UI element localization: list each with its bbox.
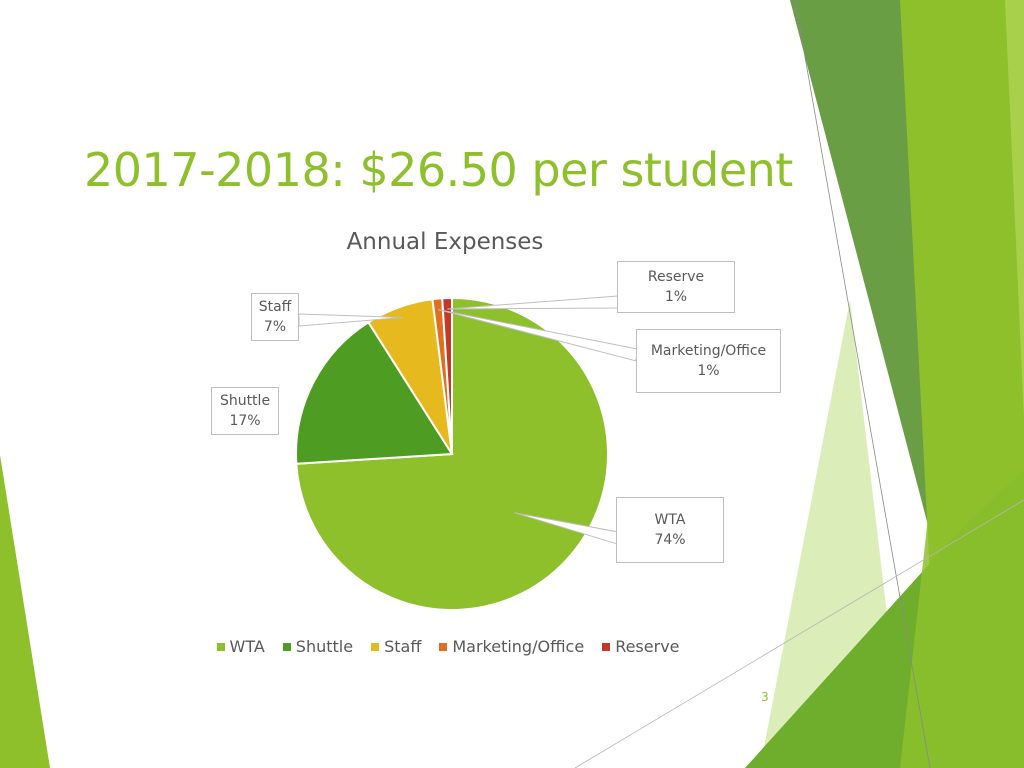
data-label-staff: Staff 7% [251, 293, 299, 341]
pie-slices [295, 296, 609, 611]
data-label-shuttle-value: 17% [229, 413, 261, 429]
legend-item-marketing-office: Marketing/Office [439, 636, 584, 658]
data-label-marketing-office-name: Marketing/Office [650, 343, 767, 359]
data-label-wta-value: 74% [654, 532, 686, 548]
pie-slice-reserve [441, 296, 453, 455]
legend-swatch-reserve [602, 643, 611, 651]
slide-title: 2017-2018: $26.50 per student [84, 143, 793, 197]
chart-legend: WTA Shuttle Staff Marketing/Office Reser… [0, 636, 896, 658]
legend-item-shuttle: Shuttle [282, 636, 354, 658]
legend-label-reserve: Reserve [615, 637, 680, 656]
slide-number: 3 [761, 690, 769, 704]
legend-item-wta: WTA [216, 636, 265, 658]
data-label-reserve: Reserve 1% [617, 261, 735, 313]
decor-line-1 [794, 0, 931, 768]
data-label-marketing-office: Marketing/Office 1% [636, 329, 781, 393]
legend-label-shuttle: Shuttle [295, 637, 354, 656]
legend-label-marketing-office: Marketing/Office [452, 637, 585, 656]
data-label-marketing-office-value: 1% [697, 363, 720, 379]
leader-line-staff [298, 313, 403, 327]
data-label-staff-value: 7% [263, 319, 287, 335]
decor-left-strip [0, 455, 50, 768]
decor-facet-bright [900, 440, 1024, 768]
legend-swatch-marketing-office [439, 643, 448, 651]
data-label-shuttle-name: Shuttle [219, 393, 271, 409]
data-label-reserve-value: 1% [664, 289, 688, 305]
pie-slice-shuttle [295, 320, 454, 465]
data-label-staff-name: Staff [258, 299, 292, 315]
decor-line-2 [574, 499, 1024, 768]
legend-item-reserve: Reserve [602, 636, 680, 658]
decor-facet-light [1005, 0, 1024, 420]
legend-label-staff: Staff [384, 637, 422, 656]
data-label-shuttle: Shuttle 17% [211, 387, 279, 435]
legend-swatch-wta [216, 643, 225, 651]
data-label-reserve-name: Reserve [647, 269, 705, 285]
data-label-wta: WTA 74% [616, 497, 724, 563]
chart-title: Annual Expenses [346, 229, 544, 255]
data-label-wta-name: WTA [654, 512, 686, 528]
legend-swatch-shuttle [282, 643, 291, 651]
legend-swatch-staff [371, 643, 380, 651]
legend-item-staff: Staff [371, 636, 421, 658]
legend-label-wta: WTA [229, 637, 265, 656]
